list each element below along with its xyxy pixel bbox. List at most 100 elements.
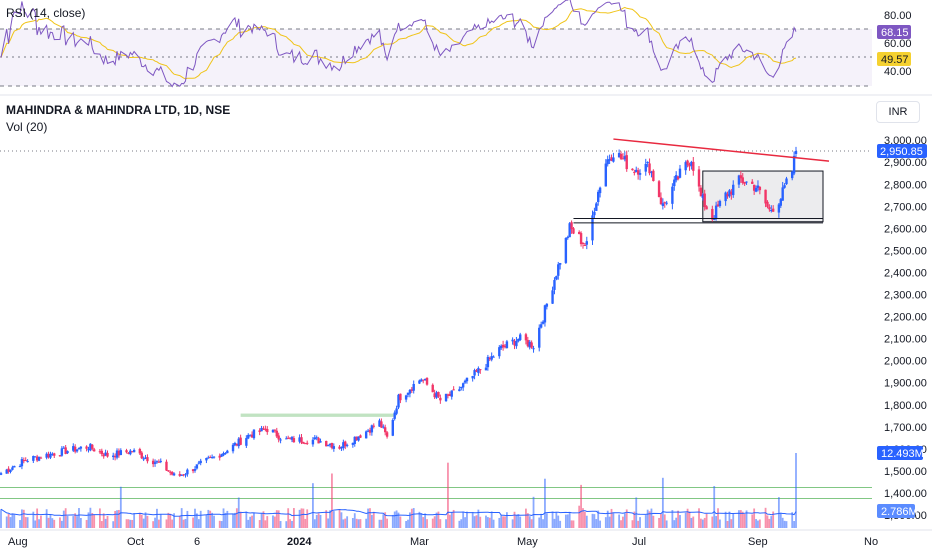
volume-bar <box>224 512 227 528</box>
volume-bar <box>369 508 371 528</box>
candle-body <box>781 187 784 201</box>
volume-bar <box>367 508 369 528</box>
volume-bar <box>344 518 347 528</box>
candle-body <box>591 215 594 241</box>
volume-bar <box>686 508 689 528</box>
volume-bar <box>47 517 50 528</box>
candle-body <box>785 178 788 185</box>
price-tick-label: 2,700.00 <box>884 201 927 213</box>
candle-body <box>764 189 767 204</box>
candle-body <box>340 447 343 449</box>
candle-body <box>545 303 549 307</box>
candle-body <box>58 455 62 457</box>
volume-bar <box>448 514 451 528</box>
candle-body <box>541 321 545 324</box>
candle-body <box>452 389 455 391</box>
candle-body <box>306 442 309 444</box>
candle-body <box>155 461 159 463</box>
volume-bar <box>424 513 427 528</box>
volume-bar <box>739 510 742 528</box>
volume-bar <box>382 514 385 528</box>
volume-bar <box>791 512 794 528</box>
volume-bar <box>167 512 170 528</box>
volume-bar <box>713 486 716 528</box>
candle-body <box>724 192 727 202</box>
volume-bar <box>526 513 529 528</box>
volume-bar <box>45 509 48 528</box>
candle-body <box>292 438 296 443</box>
last-price-badge <box>877 144 927 158</box>
volume-bar <box>764 507 767 528</box>
volume-bar <box>262 511 265 528</box>
symbol-title: MAHINDRA & MAHINDRA LTD, 1D, NSE <box>6 103 230 117</box>
volume-bar <box>192 517 194 528</box>
volume-bar <box>266 516 269 528</box>
currency-button[interactable]: INR <box>876 101 920 123</box>
volume-bar <box>331 473 333 528</box>
candle-body <box>159 460 162 462</box>
candle-body <box>412 383 415 391</box>
last-price-text: 2,950.85 <box>880 146 923 158</box>
candle-body <box>193 469 197 471</box>
volume-bar <box>127 519 130 528</box>
candle-body <box>146 457 149 462</box>
candle-body <box>579 233 583 245</box>
volume-bar <box>53 519 56 528</box>
candle-body <box>665 202 668 204</box>
candle-body <box>713 218 716 220</box>
volume-bar <box>253 512 255 528</box>
volume-bar <box>692 516 695 528</box>
candle-body <box>492 356 495 358</box>
volume-value-text: 12.493M <box>881 448 924 460</box>
volume-bar <box>372 511 375 528</box>
price-tick-label: 2,500.00 <box>884 245 927 257</box>
volume-bar <box>513 511 516 528</box>
price-pane[interactable]: MAHINDRA & MAHINDRA LTD, 1D, NSE Vol (20… <box>0 103 927 528</box>
volume-bar <box>412 508 415 528</box>
candle-body <box>399 393 402 401</box>
volume-bar <box>777 497 780 528</box>
candle-body <box>500 345 503 349</box>
candle-body <box>47 454 50 458</box>
volume-bar <box>485 515 487 528</box>
candle-body <box>404 395 408 400</box>
volume-bar <box>517 514 520 528</box>
time-axis[interactable]: Aug Oct 6 2024 Mar May Jul Sep No <box>0 529 932 548</box>
volume-bar <box>157 519 160 528</box>
candle-body <box>526 340 530 347</box>
candle-body <box>248 435 252 437</box>
volume-bar <box>359 519 362 528</box>
volume-bar <box>165 519 168 528</box>
volume-bar <box>38 519 40 528</box>
volume-bar <box>138 512 141 528</box>
candle-body <box>170 472 174 475</box>
candle-body <box>89 443 92 451</box>
volume-bar <box>566 514 569 528</box>
candle-body <box>199 460 202 464</box>
volume-bar <box>49 515 52 528</box>
volume-bar <box>178 515 181 528</box>
candle-body <box>279 439 282 441</box>
candle-body <box>34 456 37 458</box>
candle-body <box>197 462 200 464</box>
candle-body <box>372 425 375 427</box>
volume-bar <box>437 511 440 528</box>
volume-bar <box>460 519 463 528</box>
volume-bar <box>62 510 65 528</box>
candle-body <box>91 444 94 449</box>
candle-body <box>53 453 56 456</box>
volume-bar <box>152 521 155 528</box>
candle-body <box>290 437 294 440</box>
candle-body <box>581 242 585 244</box>
candle-body <box>273 429 277 431</box>
candle-body <box>32 455 35 461</box>
candle-body <box>37 456 41 461</box>
volume-bar <box>247 519 250 528</box>
candle-body <box>408 389 412 394</box>
candle-body <box>195 464 199 469</box>
rsi-pane[interactable]: RSI (14, close) 80.00 60.00 40.00 68.15 … <box>0 0 912 88</box>
volume-bar <box>648 511 651 528</box>
price-tick-label: 1,400.00 <box>884 488 927 500</box>
candle-body <box>635 169 638 173</box>
